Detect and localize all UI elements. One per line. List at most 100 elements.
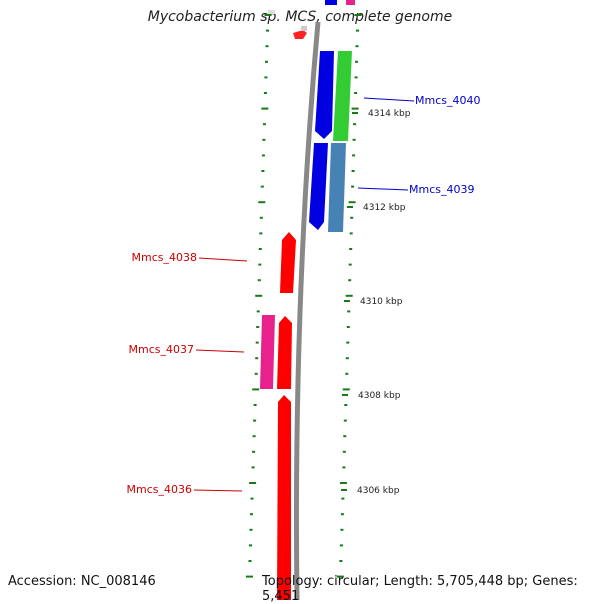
inner-tick-track xyxy=(246,14,272,578)
tick-mark xyxy=(356,29,359,32)
tick-mark xyxy=(251,466,255,469)
gene-Mmcs_4037-pink[interactable] xyxy=(260,315,275,389)
gene-Mmcs_4037-red[interactable] xyxy=(277,316,292,389)
tick-mark xyxy=(345,294,353,297)
tick-mark xyxy=(352,154,356,157)
scale-4308: 4308 kbp xyxy=(342,391,401,401)
tick-mark xyxy=(249,528,253,531)
tick-mark xyxy=(258,263,262,266)
tick-mark xyxy=(261,154,265,157)
tick-mark xyxy=(342,466,346,469)
tick-mark xyxy=(258,248,262,250)
tick-mark xyxy=(256,310,260,313)
tick-mark xyxy=(250,513,253,516)
tick-mark xyxy=(349,248,353,250)
accession-text: Accession: NC_008146 xyxy=(8,574,156,589)
tick-mark xyxy=(261,170,265,172)
tick-mark xyxy=(253,404,257,406)
tick-mark xyxy=(266,29,269,32)
tick-mark xyxy=(341,497,345,500)
tick-mark xyxy=(349,232,353,235)
gene-label-Mmcs_4039[interactable]: Mmcs_4039 xyxy=(357,183,474,196)
tick-mark xyxy=(351,185,355,188)
tick-mark xyxy=(355,45,359,48)
tick-mark xyxy=(336,575,344,578)
tick-mark xyxy=(339,544,343,547)
gene-Mmcs_4040-dark[interactable] xyxy=(315,51,334,139)
gene-label-Mmcs_4038[interactable]: Mmcs_4038 xyxy=(132,251,248,264)
tick-mark xyxy=(262,123,266,126)
tick-mark xyxy=(348,201,356,204)
tick-mark xyxy=(260,185,264,188)
feature-top-blue[interactable] xyxy=(325,0,337,5)
tick-mark xyxy=(354,14,362,16)
map-title: Mycobacterium sp. MCS, complete genome xyxy=(147,9,453,25)
tick-mark xyxy=(264,14,272,16)
gene-label-text: Mmcs_4038 xyxy=(132,251,197,264)
tick-mark xyxy=(352,138,356,141)
feature-top-gray xyxy=(268,10,275,14)
tick-mark xyxy=(345,372,349,375)
tick-mark xyxy=(249,482,257,484)
tick-mark xyxy=(252,450,256,453)
gene-label-Mmcs_4040[interactable]: Mmcs_4040 xyxy=(363,94,480,107)
tick-mark xyxy=(340,513,344,516)
gene-label-Mmcs_4037[interactable]: Mmcs_4037 xyxy=(129,343,245,356)
gene-Mmcs_4039-light[interactable] xyxy=(328,143,346,232)
tick-mark xyxy=(350,216,354,219)
scale-4306: 4306 kbp xyxy=(341,486,400,496)
tick-mark xyxy=(347,310,351,313)
tick-mark xyxy=(340,528,344,531)
scale-label: 4312 kbp xyxy=(363,203,406,213)
tick-mark xyxy=(348,263,352,266)
tick-mark xyxy=(345,357,349,360)
tick-mark xyxy=(339,560,343,562)
tick-mark xyxy=(252,435,256,438)
genome-backbone xyxy=(293,21,321,600)
tick-mark xyxy=(342,450,346,453)
scale-label: 4306 kbp xyxy=(357,486,400,496)
gene-Mmcs_4038[interactable] xyxy=(280,232,296,293)
tick-mark xyxy=(263,92,267,94)
tick-mark xyxy=(354,92,358,94)
tick-mark xyxy=(343,435,347,438)
tick-mark xyxy=(355,60,358,63)
tick-mark xyxy=(265,60,268,63)
gene-label-text: Mmcs_4036 xyxy=(127,483,192,496)
tick-mark xyxy=(254,372,258,375)
tick-mark xyxy=(248,560,252,562)
scale-label: 4310 kbp xyxy=(360,297,403,307)
tick-mark xyxy=(250,497,254,500)
tick-mark xyxy=(344,404,348,406)
tick-mark xyxy=(259,216,263,219)
tick-mark xyxy=(342,388,350,391)
gene-Mmcs_4036[interactable] xyxy=(277,395,291,600)
tick-mark xyxy=(339,482,347,484)
tick-mark xyxy=(258,201,266,204)
scale-4314: 4314 kbp xyxy=(352,109,411,119)
tick-mark xyxy=(353,123,357,126)
feature-top-pink[interactable] xyxy=(346,0,355,5)
tick-mark xyxy=(346,326,350,328)
tick-mark xyxy=(249,544,252,547)
feature-top-red-small[interactable] xyxy=(293,30,307,39)
tick-mark xyxy=(343,419,347,422)
gene-label-text: Mmcs_4040 xyxy=(415,94,480,107)
tick-mark xyxy=(354,76,358,79)
tick-mark xyxy=(351,170,355,172)
scale-label: 4314 kbp xyxy=(368,109,411,119)
gene-Mmcs_4039-dark[interactable] xyxy=(309,143,328,230)
gene-label-text: Mmcs_4039 xyxy=(409,183,474,196)
tick-mark xyxy=(246,575,253,578)
gene-Mmcs_4040-light[interactable] xyxy=(333,51,352,141)
gene-label-text: Mmcs_4037 xyxy=(129,343,194,356)
tick-mark xyxy=(255,341,259,344)
tick-mark xyxy=(264,76,268,79)
tick-mark xyxy=(256,326,260,328)
scale-4312: 4312 kbp xyxy=(347,203,406,213)
tick-mark xyxy=(253,419,257,422)
tick-mark xyxy=(346,341,350,344)
scale-4310: 4310 kbp xyxy=(344,297,403,307)
gene-label-Mmcs_4036[interactable]: Mmcs_4036 xyxy=(127,483,243,496)
